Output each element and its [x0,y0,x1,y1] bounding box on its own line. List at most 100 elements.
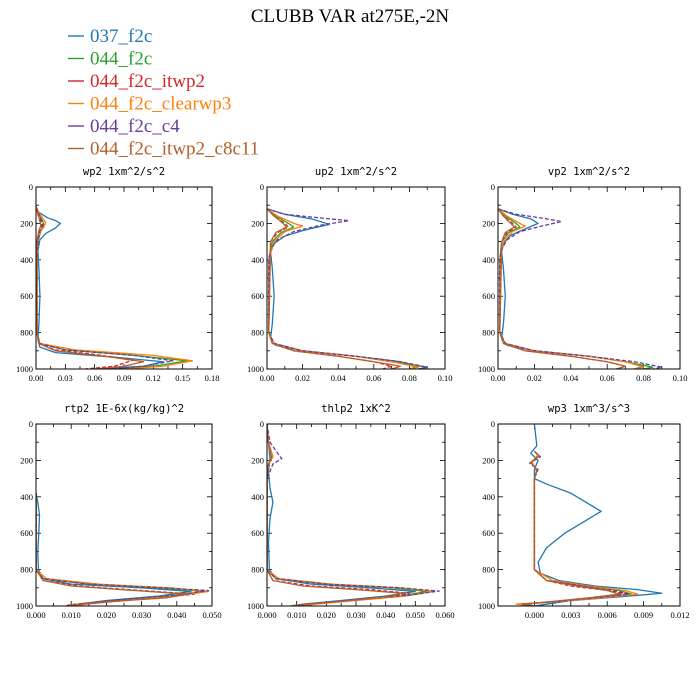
x-tick-label: 0.06 [366,373,381,383]
legend-label: 044_f2c_itwp2 [90,71,205,92]
y-tick-label: 800 [20,565,33,575]
series-line [267,208,419,369]
x-tick-label: 0.10 [438,373,453,383]
x-tick-label: 0.000 [525,610,544,620]
x-tick-label: 0.003 [561,610,580,620]
series-line [36,206,145,369]
series-line [267,208,402,369]
x-tick-label: 0.000 [257,610,276,620]
x-tick-label: 0.012 [670,610,689,620]
x-tick-label: 0.06 [87,373,102,383]
series-line [36,493,189,606]
series-line [267,208,393,369]
y-tick-label: 800 [20,328,33,338]
y-tick-label: 0 [260,182,264,192]
y-tick-label: 1000 [247,601,264,611]
y-tick-label: 1000 [478,601,495,611]
panel-title: wp3 1xm^3/s^3 [548,403,630,415]
panel-title: vp2 1xm^2/s^2 [548,166,630,178]
figure-title: CLUBB VAR at275E,-2N [251,6,450,27]
y-tick-label: 600 [482,291,495,301]
series-line [267,208,419,369]
chart-panel: rtp2 1E-6x(kg/kg)^2 0 200 400 600 800 10000.00… [16,403,222,620]
x-tick-label: 0.030 [346,610,365,620]
y-tick-label: 400 [251,255,264,265]
y-tick-label: 1000 [478,364,495,374]
series-line [267,424,440,606]
x-tick-label: 0.12 [146,373,161,383]
x-tick-label: 0.09 [117,373,132,383]
y-tick-label: 0 [29,419,33,429]
x-tick-label: 0.009 [634,610,653,620]
legend-entry: 044_f2c_c4 [68,116,180,137]
x-tick-label: 0.00 [491,373,506,383]
y-tick-label: 400 [20,492,33,502]
y-tick-label: 1000 [16,601,33,611]
series-line [267,208,428,369]
plot-frame [266,186,446,370]
y-tick-label: 1000 [16,364,33,374]
x-tick-label: 0.010 [287,610,306,620]
y-tick-label: 400 [482,492,495,502]
legend-label: 044_f2c_itwp2_c8c11 [90,139,259,160]
series-line [498,208,663,369]
legend: 037_f2c044_f2c044_f2c_itwp2044_f2c_clear… [68,26,259,160]
y-tick-label: 600 [20,291,33,301]
y-tick-label: 600 [20,528,33,538]
series-group [36,206,194,369]
series-line [530,424,663,606]
y-tick-label: 0 [260,419,264,429]
legend-label: 044_f2c_clearwp3 [90,94,231,115]
chart-panel: wp3 1xm^3/s^3 0 200 400 600 800 1000 0.000 0.003… [478,403,690,620]
legend-entry: 044_f2c_itwp2_c8c11 [68,139,259,160]
panel-title: rtp2 1E-6x(kg/kg)^2 [64,403,184,415]
x-tick-label: 0.040 [167,610,186,620]
series-line [267,424,434,606]
series-line [498,208,645,369]
plot-frame [266,423,446,607]
x-tick-label: 0.06 [600,373,615,383]
legend-entry: 044_f2c_itwp2 [68,71,205,92]
panel-title: up2 1xm^2/s^2 [315,166,397,178]
y-tick-label: 800 [482,328,495,338]
y-tick-label: 800 [482,565,495,575]
series-group [36,493,210,606]
y-tick-label: 200 [251,455,264,465]
series-line [498,208,645,369]
x-tick-label: 0.10 [673,373,688,383]
panel-title: thlp2 1xK^2 [321,403,391,415]
series-group [267,424,440,606]
panel-title: wp2 1xm^2/s^2 [83,166,165,178]
x-tick-label: 0.060 [435,610,454,620]
series-line [36,206,164,369]
x-tick-label: 0.02 [295,373,310,383]
plot-frame [497,186,681,370]
x-tick-label: 0.03 [58,373,73,383]
x-tick-label: 0.050 [202,610,221,620]
legend-label: 044_f2c [90,49,152,70]
y-tick-label: 200 [20,455,33,465]
x-tick-label: 0.020 [97,610,116,620]
y-tick-label: 600 [251,291,264,301]
plot-frame [35,186,213,370]
series-line [267,208,428,369]
x-tick-label: 0.08 [402,373,417,383]
x-tick-label: 0.08 [636,373,651,383]
y-tick-label: 600 [251,528,264,538]
legend-entry: 044_f2c_clearwp3 [68,94,231,115]
plot-frame [35,423,213,607]
x-tick-label: 0.050 [406,610,425,620]
y-tick-label: 200 [20,218,33,228]
x-tick-label: 0.030 [132,610,151,620]
series-group [498,208,663,369]
y-tick-label: 800 [251,328,264,338]
y-tick-label: 0 [491,419,495,429]
x-tick-label: 0.006 [598,610,617,620]
y-tick-label: 0 [29,182,33,192]
series-group [267,208,428,369]
plot-frame [497,423,681,607]
y-tick-label: 800 [251,565,264,575]
y-tick-label: 400 [20,255,33,265]
